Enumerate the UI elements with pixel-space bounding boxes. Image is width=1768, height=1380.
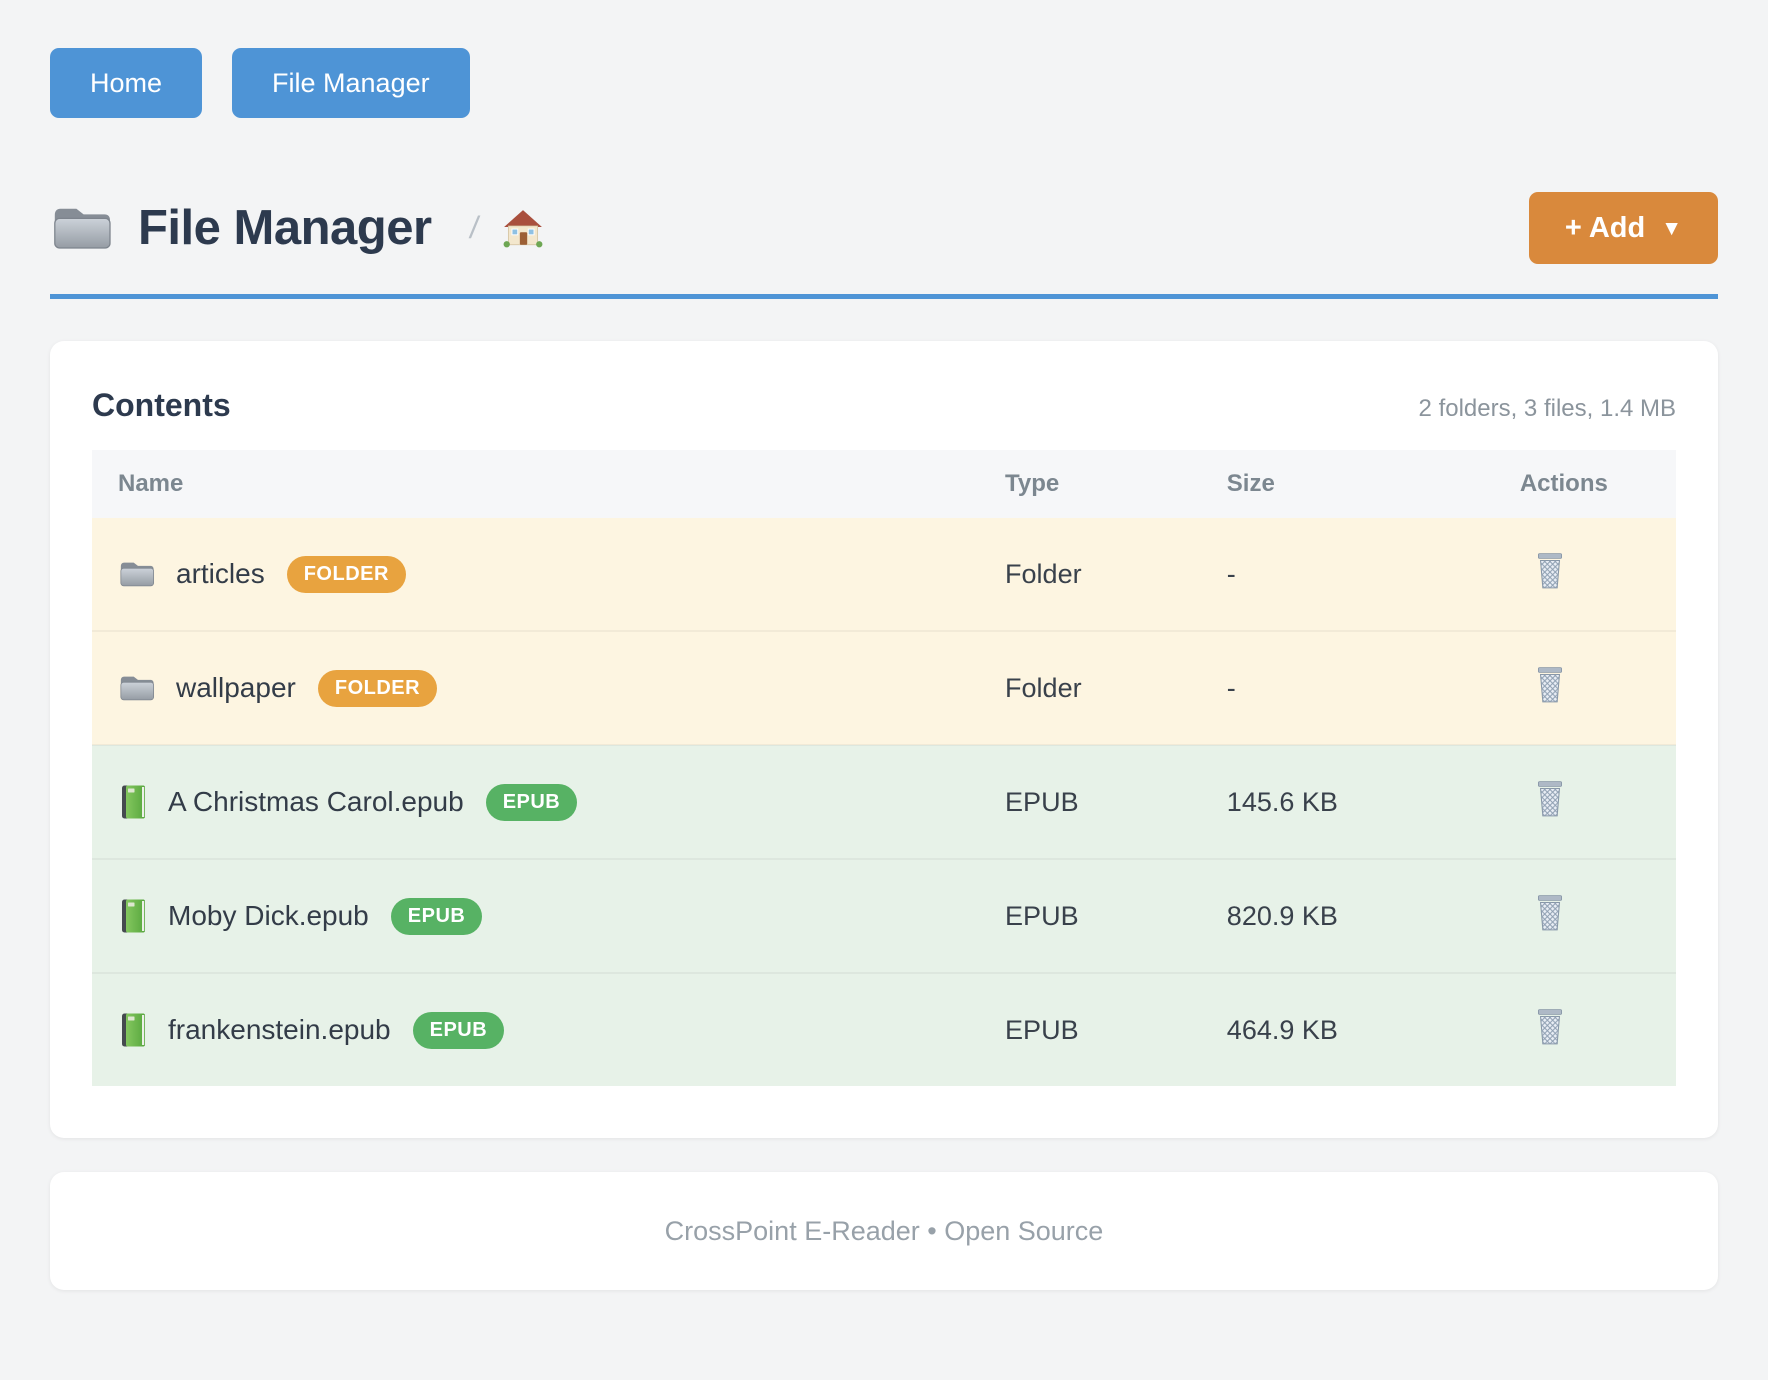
table-header-row: Name Type Size Actions <box>92 450 1676 518</box>
table-row[interactable]: frankenstein.epub EPUB EPUB 464.9 KB <box>92 973 1676 1086</box>
title-divider <box>50 294 1718 299</box>
file-name: articles <box>176 558 265 589</box>
delete-button[interactable] <box>1534 551 1566 591</box>
file-manager-button[interactable]: File Manager <box>232 48 470 118</box>
column-header-size: Size <box>1200 450 1494 518</box>
column-header-name: Name <box>92 450 980 518</box>
wastebasket-icon <box>1534 551 1566 591</box>
page: Home File Manager File Manager / <box>50 48 1718 1290</box>
delete-button[interactable] <box>1534 665 1566 705</box>
file-size: - <box>1226 558 1236 589</box>
file-size: 464.9 KB <box>1226 1014 1338 1045</box>
wastebasket-icon <box>1534 1007 1566 1047</box>
breadcrumb-separator: / <box>467 210 481 245</box>
top-nav: Home File Manager <box>50 48 1718 118</box>
green-book-icon <box>118 1012 148 1048</box>
page-header: File Manager / + Add ▼ <box>50 192 1718 264</box>
delete-button[interactable] <box>1534 893 1566 933</box>
contents-card: Contents 2 folders, 3 files, 1.4 MB Name… <box>50 341 1718 1138</box>
contents-title: Contents <box>92 387 231 423</box>
file-name: Moby Dick.epub <box>168 900 369 931</box>
file-type: EPUB <box>1005 1014 1079 1045</box>
delete-button[interactable] <box>1534 779 1566 819</box>
column-header-actions: Actions <box>1493 450 1676 518</box>
type-badge: EPUB <box>390 897 483 935</box>
folder-icon <box>118 557 156 591</box>
file-type: EPUB <box>1005 900 1079 931</box>
add-button-label: + Add <box>1564 211 1646 244</box>
file-size: 145.6 KB <box>1226 786 1338 817</box>
file-size: 820.9 KB <box>1226 900 1338 931</box>
title-group: File Manager / <box>50 200 544 256</box>
file-name: wallpaper <box>176 672 296 703</box>
folder-icon <box>50 202 114 254</box>
table-row[interactable]: articles FOLDER Folder - <box>92 518 1676 631</box>
file-type: Folder <box>1005 558 1082 589</box>
file-name: frankenstein.epub <box>168 1014 391 1045</box>
page-title: File Manager <box>138 201 432 255</box>
delete-button[interactable] <box>1534 1007 1566 1047</box>
green-book-icon <box>118 784 148 820</box>
file-size: - <box>1226 672 1236 703</box>
contents-summary: 2 folders, 3 files, 1.4 MB <box>1418 395 1676 422</box>
file-type: EPUB <box>1005 786 1079 817</box>
wastebasket-icon <box>1534 779 1566 819</box>
file-table: Name Type Size Actions <box>92 450 1676 1086</box>
footer-card: CrossPoint E-Reader • Open Source <box>50 1172 1718 1290</box>
table-row[interactable]: wallpaper FOLDER Folder - <box>92 631 1676 745</box>
type-badge: EPUB <box>485 783 578 821</box>
table-row[interactable]: A Christmas Carol.epub EPUB EPUB 145.6 K… <box>92 745 1676 859</box>
folder-icon <box>118 671 156 705</box>
table-row[interactable]: Moby Dick.epub EPUB EPUB 820.9 KB <box>92 859 1676 973</box>
caret-down-icon: ▼ <box>1661 217 1682 240</box>
type-badge: EPUB <box>412 1011 505 1049</box>
contents-header: Contents 2 folders, 3 files, 1.4 MB <box>92 387 1676 424</box>
file-name: A Christmas Carol.epub <box>168 786 464 817</box>
green-book-icon <box>118 898 148 934</box>
footer-text: CrossPoint E-Reader • Open Source <box>664 1215 1104 1246</box>
type-badge: FOLDER <box>286 555 406 593</box>
type-badge: FOLDER <box>317 669 438 707</box>
home-button[interactable]: Home <box>50 48 203 118</box>
wastebasket-icon <box>1534 893 1566 933</box>
add-button[interactable]: + Add ▼ <box>1528 192 1718 264</box>
column-header-type: Type <box>979 450 1201 518</box>
file-type: Folder <box>1005 672 1082 703</box>
house-icon[interactable] <box>502 208 544 248</box>
wastebasket-icon <box>1534 665 1566 705</box>
